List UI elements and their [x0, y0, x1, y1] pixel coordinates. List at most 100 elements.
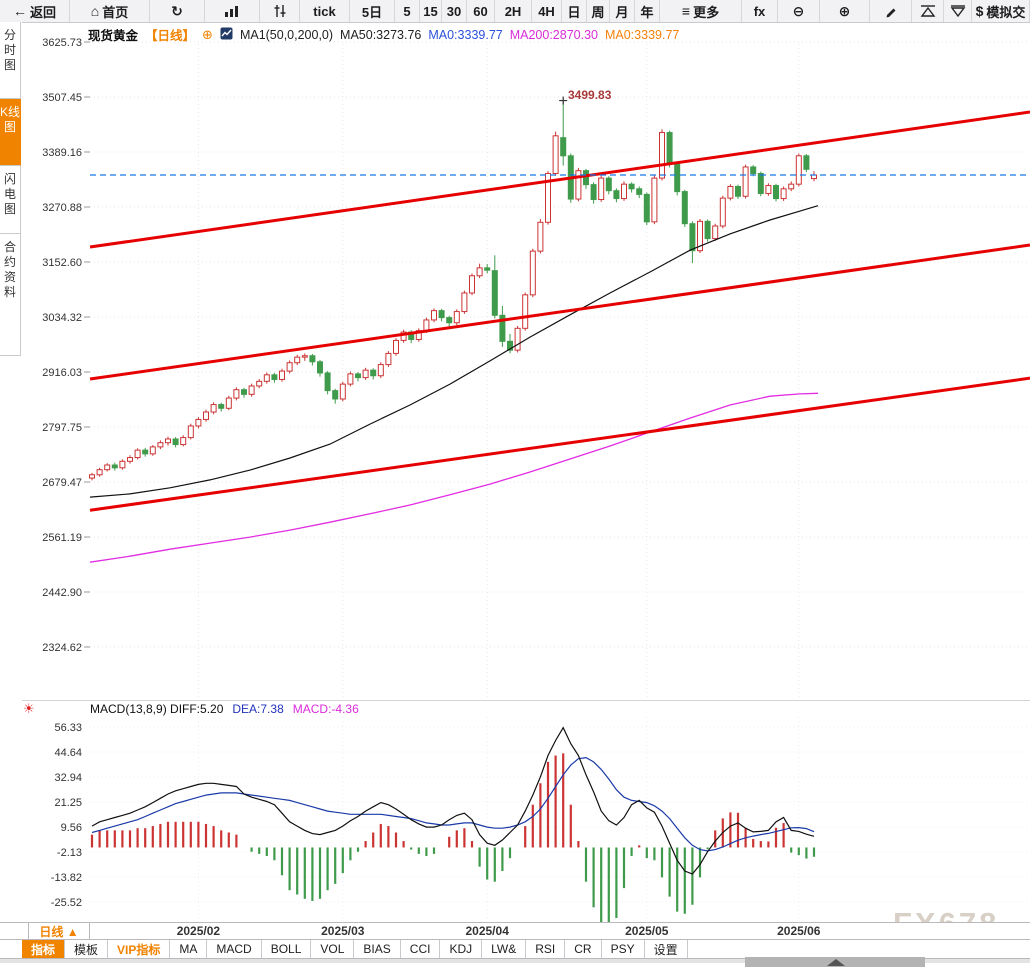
- x-axis-month-label: 2025/03: [321, 924, 365, 938]
- interval-60m-button[interactable]: 60: [467, 0, 495, 22]
- scroll-top-button-icon: [919, 4, 937, 18]
- scroll-bottom-button-icon: [949, 4, 967, 18]
- svg-text:3034.32: 3034.32: [42, 312, 82, 324]
- indicator-settings-icon[interactable]: ☀: [23, 701, 35, 716]
- svg-text:3270.88: 3270.88: [42, 202, 82, 214]
- svg-text:21.25: 21.25: [54, 797, 82, 809]
- interval-2h-button[interactable]: 2H: [495, 0, 532, 22]
- sim-trade-button[interactable]: $ 模拟交: [972, 0, 1030, 22]
- expand-panel-icon[interactable]: [827, 959, 845, 966]
- x-axis-month-label: 2025/05: [625, 924, 669, 938]
- svg-text:2324.62: 2324.62: [42, 642, 82, 654]
- tab-boll[interactable]: BOLL: [262, 940, 312, 958]
- interval-15m-button[interactable]: 15: [420, 0, 442, 22]
- tab-lw[interactable]: LW&: [482, 940, 527, 958]
- interval-week-button[interactable]: 周: [587, 0, 610, 22]
- macd-hist-value: MACD:-4.36: [292, 702, 359, 716]
- more-button-icon: ≡: [681, 3, 691, 19]
- svg-text:44.64: 44.64: [54, 747, 82, 759]
- zoom-in-button-icon: ⊕: [838, 3, 851, 19]
- zoom-in-button[interactable]: ⊕: [820, 0, 870, 22]
- indicator-fx-button[interactable]: fx: [742, 0, 778, 22]
- interval-tick-button[interactable]: tick: [300, 0, 350, 22]
- tab-rsi[interactable]: RSI: [526, 940, 566, 958]
- more-button[interactable]: ≡ 更多: [660, 0, 742, 22]
- tab-indicator[interactable]: 指标: [22, 940, 66, 958]
- ma0-blue-value: MA0:3339.77: [428, 27, 503, 42]
- tab-kdj[interactable]: KDJ: [440, 940, 483, 958]
- refresh-button-icon: ↻: [171, 3, 183, 19]
- svg-text:3507.45: 3507.45: [42, 92, 82, 104]
- tab-settings[interactable]: 设置: [645, 940, 688, 958]
- interval-5m-button[interactable]: 5: [395, 0, 420, 22]
- horizontal-scrollbar-thumb[interactable]: [745, 957, 925, 967]
- high-price-annotation: 3499.83: [568, 88, 612, 102]
- period-selector-dropdown[interactable]: 日线 ▲: [28, 923, 90, 939]
- x-axis-month-label: 2025/02: [176, 924, 221, 938]
- back-button-icon: ←: [12, 3, 27, 19]
- home-button-icon: ⌂: [90, 3, 100, 19]
- tab-template[interactable]: 模板: [65, 940, 109, 958]
- svg-text:2916.03: 2916.03: [42, 367, 82, 379]
- scroll-top-button[interactable]: [912, 0, 944, 22]
- back-button[interactable]: ← 返回: [0, 0, 70, 22]
- svg-text:9.56: 9.56: [61, 822, 82, 834]
- refresh-button[interactable]: ↻: [150, 0, 205, 22]
- tab-bias[interactable]: BIAS: [354, 940, 401, 958]
- ma0-orange-value: MA0:3339.77: [604, 27, 680, 42]
- sidebar-tab-kline-chart[interactable]: K线图: [0, 99, 21, 166]
- period-label[interactable]: 【日线】: [145, 29, 196, 43]
- ma50-value: MA50:3273.76: [340, 27, 422, 42]
- zoom-out-button-icon: ⊖: [792, 3, 805, 19]
- home-button[interactable]: ⌂ 首页: [70, 0, 150, 22]
- interval-month-button[interactable]: 月: [610, 0, 635, 22]
- horizontal-scrollbar-track[interactable]: [0, 959, 1030, 963]
- tab-psy[interactable]: PSY: [602, 940, 645, 958]
- pane-separator: [22, 700, 1030, 701]
- svg-text:2679.47: 2679.47: [42, 477, 82, 489]
- price-pane-header: 现货黄金 【日线】 ⊕ MA1(50,0,200,0) MA50:3273.76…: [88, 25, 679, 44]
- svg-text:-13.82: -13.82: [51, 872, 82, 884]
- sidebar-tab-lightning-chart[interactable]: 闪电图: [0, 166, 21, 234]
- svg-text:3389.16: 3389.16: [42, 147, 82, 159]
- scroll-bottom-button[interactable]: [944, 0, 972, 22]
- sidebar-tab-time-chart[interactable]: 分时图: [0, 22, 21, 99]
- top-toolbar: ← 返回 ⌂ 首页 ↻ tick 5日 5 15 30 60 2H 4H 日周月年 ≡ 更多 fx ⊖ ⊕ $ 模拟交: [0, 0, 1030, 23]
- ma200-value: MA200:2870.30: [509, 27, 598, 42]
- interval-year-button[interactable]: 年: [635, 0, 660, 22]
- tab-vip-indicator[interactable]: VIP指标: [108, 940, 171, 958]
- interval-day-button[interactable]: 日: [562, 0, 587, 22]
- svg-text:-25.52: -25.52: [51, 897, 82, 909]
- tab-cr[interactable]: CR: [565, 940, 602, 958]
- sidebar-tab-contract-info[interactable]: 合约资料: [0, 234, 21, 356]
- symbol-name: 现货黄金: [88, 29, 139, 43]
- interval-5d-button[interactable]: 5日: [350, 0, 395, 22]
- tab-cci[interactable]: CCI: [401, 940, 441, 958]
- svg-text:3152.60: 3152.60: [42, 257, 82, 269]
- svg-text:2797.75: 2797.75: [42, 422, 82, 434]
- tab-macd[interactable]: MACD: [207, 940, 262, 958]
- bar-chart-style-button-icon: [224, 4, 240, 18]
- svg-text:-2.13: -2.13: [57, 847, 82, 859]
- interval-4h-button[interactable]: 4H: [532, 0, 562, 22]
- svg-text:32.94: 32.94: [54, 772, 82, 784]
- svg-text:2561.19: 2561.19: [42, 532, 82, 544]
- svg-text:56.33: 56.33: [54, 722, 82, 734]
- indicator-tab-bar: 指标 模板 VIP指标 MA MACD BOLL VOL BIAS CCI KDJ LW& RSI CR…: [0, 940, 1030, 959]
- bar-chart-style-button[interactable]: [205, 0, 260, 22]
- zoom-out-button[interactable]: ⊖: [778, 0, 820, 22]
- interval-30m-button[interactable]: 30: [442, 0, 467, 22]
- tab-ma[interactable]: MA: [170, 940, 208, 958]
- add-indicator-icon[interactable]: ⊕: [202, 26, 213, 42]
- draw-button[interactable]: [870, 0, 912, 22]
- x-axis-row: 日线 ▲ 2025/02 2025/03 2025/04 2025/05 2025/06: [0, 922, 1030, 940]
- sim-trade-button-icon: $: [975, 3, 984, 19]
- macd-pane-header: MACD(13,8,9) DIFF:5.20 DEA:7.38 MACD:-4.…: [90, 702, 359, 716]
- candle-style-button[interactable]: [260, 0, 300, 22]
- macd-diff-value: MACD(13,8,9) DIFF:5.20: [90, 702, 224, 716]
- draw-button-icon: [884, 4, 898, 18]
- tab-vol[interactable]: VOL: [311, 940, 355, 958]
- chart-settings-icon[interactable]: [220, 27, 233, 43]
